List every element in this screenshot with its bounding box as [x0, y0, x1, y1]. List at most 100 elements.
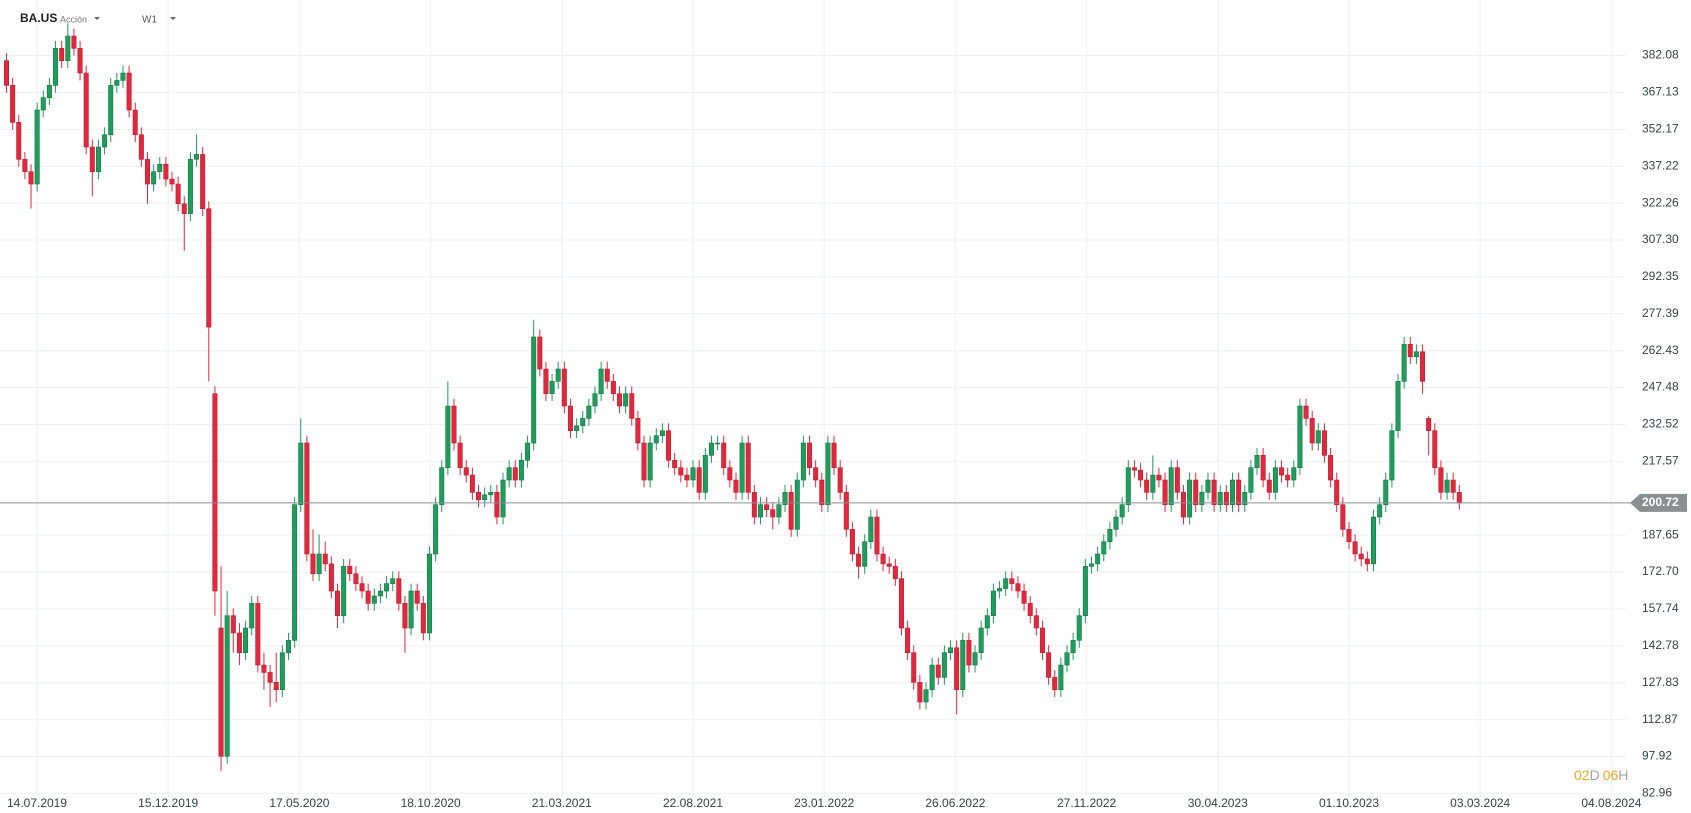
candle-body — [390, 578, 396, 584]
candle-body — [396, 578, 402, 604]
candle-body — [1003, 578, 1009, 589]
candle-body — [1254, 455, 1260, 468]
candle-body — [59, 48, 65, 61]
candle-body — [1358, 553, 1364, 560]
candle-body — [1438, 467, 1444, 493]
candle-body — [500, 479, 506, 518]
candle-body — [102, 134, 108, 148]
candle-body — [1426, 418, 1432, 431]
candle-body — [1383, 479, 1389, 505]
candle-body — [984, 615, 990, 629]
candle-body — [800, 442, 806, 481]
candle-body — [635, 418, 641, 444]
candle-body — [120, 72, 126, 81]
candle-body — [1279, 467, 1285, 476]
candle-body — [138, 134, 144, 160]
candle-body — [825, 442, 831, 505]
candle-body — [236, 632, 242, 653]
candle-body — [4, 60, 10, 86]
candle-body — [960, 640, 966, 690]
candle-body — [586, 405, 592, 419]
y-tick-label: 352.17 — [1642, 122, 1679, 136]
candle-body — [279, 652, 285, 690]
candle-body — [978, 627, 984, 653]
candle-body — [966, 640, 972, 666]
candle-body — [874, 516, 880, 555]
candle-body — [561, 368, 567, 407]
candle-body — [886, 563, 892, 567]
timeframe[interactable]: W1 — [142, 15, 157, 26]
candle-body — [788, 492, 794, 530]
candle-body — [34, 109, 40, 185]
candle-body — [377, 590, 383, 597]
candle-body — [1444, 479, 1450, 493]
candle-body — [555, 368, 561, 382]
candle-body — [525, 442, 531, 461]
candle-body — [610, 381, 616, 394]
candle-body — [65, 35, 71, 61]
candle-body — [445, 405, 451, 468]
x-tick-label: 23.01.2022 — [794, 796, 854, 810]
symbol[interactable]: BA.US — [20, 11, 57, 25]
candle-body — [1321, 430, 1327, 456]
y-tick-label: 307.30 — [1642, 232, 1679, 246]
candle-body — [95, 146, 101, 172]
candle-body — [672, 459, 678, 468]
candle-body — [335, 590, 341, 616]
candle-body — [1131, 467, 1137, 471]
candle-body — [187, 159, 193, 214]
candle-body — [71, 35, 77, 49]
candle-body — [151, 171, 157, 185]
y-tick-label: 247.48 — [1642, 380, 1679, 394]
y-tick-label: 112.87 — [1642, 712, 1678, 726]
candle-body — [1168, 467, 1174, 505]
candle-body — [1377, 504, 1383, 518]
candle-body — [506, 467, 512, 481]
x-tick-label: 26.06.2022 — [925, 796, 985, 810]
candle-body — [892, 566, 898, 579]
candle-body — [108, 85, 114, 135]
candle-body — [341, 566, 347, 616]
candle-body — [1144, 479, 1150, 493]
instrument-type[interactable]: Acción — [60, 14, 87, 24]
x-tick-label: 01.10.2023 — [1319, 796, 1379, 810]
candle-body — [426, 553, 432, 634]
candle-body — [659, 430, 665, 436]
x-tick-label: 18.10.2020 — [401, 796, 461, 810]
candle-body — [488, 492, 494, 496]
candle-body — [261, 664, 267, 673]
candle-body — [641, 442, 647, 481]
candle-body — [298, 442, 304, 505]
candle-body — [249, 603, 255, 629]
candle-body — [1340, 504, 1346, 530]
y-tick-label: 232.52 — [1642, 417, 1679, 431]
candle-body — [549, 381, 555, 394]
candle-body — [1291, 467, 1297, 481]
countdown-days-unit: D — [1590, 767, 1600, 783]
candle-body — [292, 504, 298, 641]
candle-body — [114, 80, 120, 86]
dropdown-arrow[interactable] — [170, 17, 176, 20]
candle-body — [1033, 615, 1039, 629]
candle-body — [764, 504, 770, 510]
candle-body — [194, 154, 200, 160]
candle-body — [1046, 652, 1052, 678]
x-tick-label: 04.08.2024 — [1581, 796, 1641, 810]
candle-body — [849, 529, 855, 555]
countdown-hours: 06 — [1603, 767, 1619, 783]
candle-body — [868, 516, 874, 542]
candle-body — [1021, 590, 1027, 604]
candle-body — [1199, 492, 1205, 505]
candle-body — [567, 405, 573, 431]
dropdown-arrow[interactable] — [94, 17, 100, 20]
candle-body — [831, 442, 837, 468]
candle-body — [10, 85, 16, 123]
candle-body — [1242, 492, 1248, 505]
candle-body — [482, 494, 488, 501]
candle-body — [1266, 479, 1272, 493]
candle-body — [1070, 640, 1076, 653]
candle-body — [28, 171, 34, 185]
candle-body — [384, 583, 390, 592]
candle-body — [1107, 529, 1113, 542]
candle-body — [678, 467, 684, 476]
